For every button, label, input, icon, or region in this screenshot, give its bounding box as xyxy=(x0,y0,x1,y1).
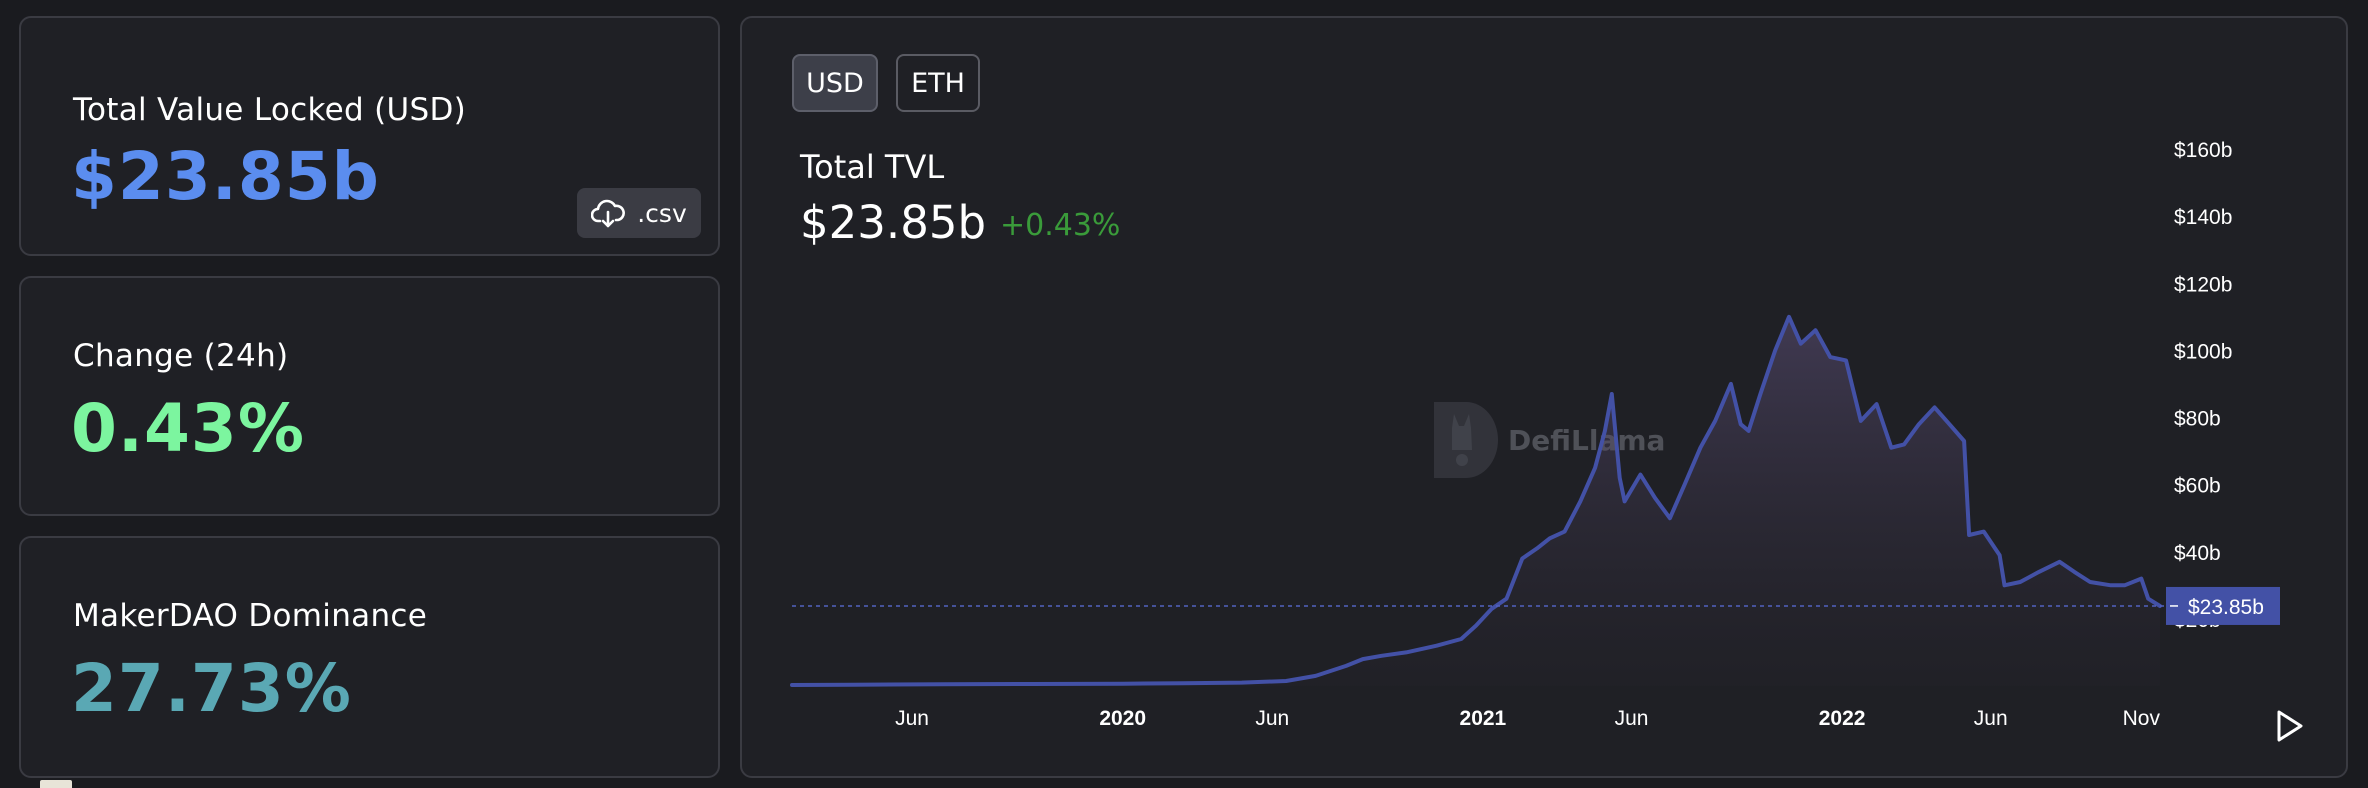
chart-change: +0.43% xyxy=(1000,208,1121,243)
change-label: Change (24h) xyxy=(73,338,289,374)
y-tick-label: $160b xyxy=(2174,139,2232,162)
x-tick-label: Jun xyxy=(1974,707,2008,730)
usd-toggle[interactable]: USD xyxy=(792,54,878,112)
tvl-area-chart[interactable]: $20b$40b$60b$80b$100b$120b$140b$160bJun2… xyxy=(742,18,2346,776)
tvl-chart-card: USD ETH Total TVL $23.85b +0.43% DefiLla… xyxy=(740,16,2348,778)
play-icon[interactable] xyxy=(2269,706,2309,746)
change-card: Change (24h) 0.43% xyxy=(19,276,720,516)
corner-artifact xyxy=(40,780,72,788)
tvl-value: $23.85b xyxy=(71,138,380,215)
x-tick-label: Jun xyxy=(895,707,929,730)
current-value-label: $23.85b xyxy=(2188,596,2264,619)
x-tick-label: Jun xyxy=(1255,707,1289,730)
y-tick-label: $80b xyxy=(2174,408,2221,431)
tvl-label: Total Value Locked (USD) xyxy=(73,92,467,128)
y-tick-label: $140b xyxy=(2174,206,2232,229)
dominance-value: 27.73% xyxy=(71,650,352,727)
chart-title: Total TVL xyxy=(800,148,945,186)
cloud-download-icon xyxy=(591,199,626,228)
dominance-card: MakerDAO Dominance 27.73% xyxy=(19,536,720,778)
x-tick-label: Jun xyxy=(1615,707,1649,730)
x-tick-label: 2020 xyxy=(1099,707,1146,730)
current-value-marker xyxy=(2166,586,2280,625)
change-value: 0.43% xyxy=(71,390,305,467)
x-tick-label: 2021 xyxy=(1460,707,1507,730)
defillama-watermark: DefiLlama xyxy=(1426,400,1665,480)
x-tick-label: Nov xyxy=(2123,707,2161,730)
y-tick-label: $40b xyxy=(2174,542,2221,565)
csv-label: .csv xyxy=(637,198,687,228)
dominance-label: MakerDAO Dominance xyxy=(73,598,428,634)
tvl-area-fill xyxy=(792,316,2160,686)
y-tick-label: $100b xyxy=(2174,340,2232,363)
y-tick-label: $60b xyxy=(2174,475,2221,498)
llama-logo-icon xyxy=(1434,402,1498,478)
chart-value: $23.85b xyxy=(800,196,987,249)
watermark-text: DefiLlama xyxy=(1508,423,1666,457)
eth-toggle[interactable]: ETH xyxy=(896,54,980,112)
tvl-line xyxy=(790,314,2162,687)
tvl-card: Total Value Locked (USD) $23.85b .csv xyxy=(19,16,720,256)
x-tick-label: 2022 xyxy=(1819,707,1866,730)
y-tick-label: $120b xyxy=(2174,273,2232,296)
csv-download-button[interactable]: .csv xyxy=(577,188,701,238)
